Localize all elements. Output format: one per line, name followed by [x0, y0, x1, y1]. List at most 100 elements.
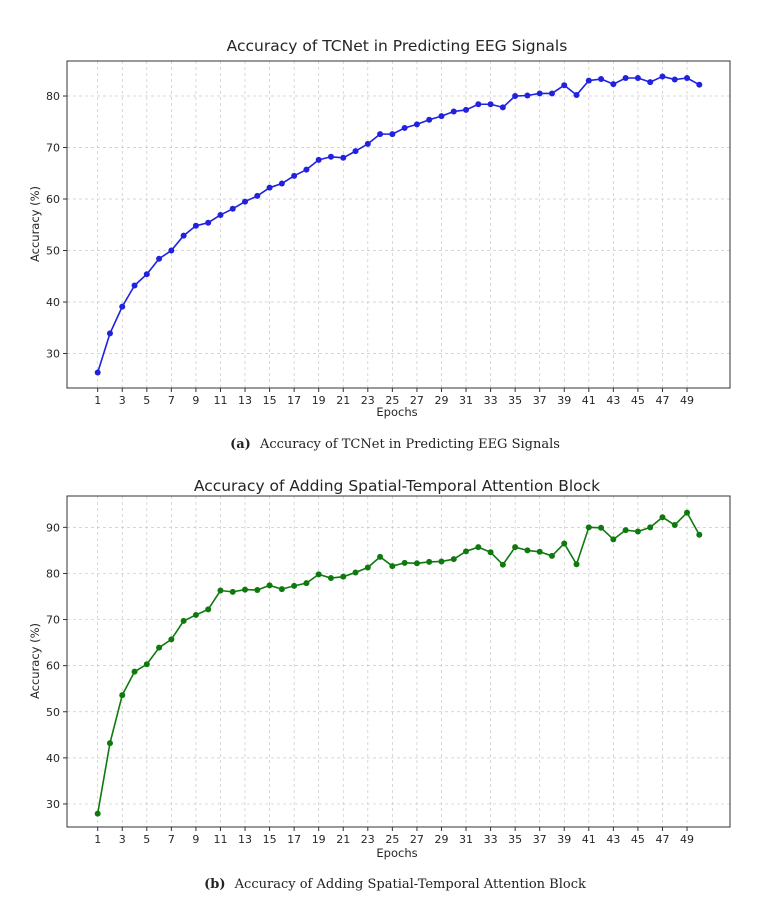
chart-a-data-point [684, 74, 691, 81]
chart-a-caption-text: Accuracy of TCNet in Predicting EEG Sign… [259, 437, 560, 452]
chart-a-x-tick-label: 9 [192, 394, 199, 407]
chart-a-data-point [340, 154, 347, 161]
chart-b-data-point [377, 553, 384, 560]
chart-b-data-point [119, 692, 126, 699]
chart-a-data-point [598, 76, 605, 83]
chart-b-title: Accuracy of Adding Spatial-Temporal Atte… [194, 477, 600, 495]
chart-a-y-tick-label: 60 [46, 193, 60, 206]
chart-b-data-point [585, 524, 592, 531]
chart-a-data-point [561, 82, 568, 89]
chart-b-data-point [647, 524, 654, 531]
chart-a-data-point [168, 247, 175, 254]
chart-a-data-point [94, 369, 101, 376]
chart-a-data-point [315, 156, 322, 163]
chart-b-data-point [512, 544, 519, 551]
chart-b-x-tick-label: 7 [168, 833, 175, 846]
chart-b-x-tick-label: 39 [557, 833, 571, 846]
chart-b-data-point [524, 547, 531, 554]
chart-a-data-point [217, 211, 224, 218]
chart-a-data-point [156, 255, 163, 262]
chart-b-data-point [254, 587, 261, 594]
chart-a-data-point [192, 222, 199, 229]
chart-a-title: Accuracy of TCNet in Predicting EEG Sign… [227, 37, 568, 55]
chart-b-data-point [180, 617, 187, 624]
chart-a-data-point [426, 116, 433, 123]
chart-a-y-tick-label: 30 [46, 348, 60, 361]
chart-a-x-tick-label: 17 [287, 394, 301, 407]
chart-a-data-point [229, 205, 236, 212]
chart-b-x-tick-label: 21 [336, 833, 350, 846]
chart-a-data-point [364, 140, 371, 147]
chart-a-data-point [106, 330, 113, 337]
chart-b-y-tick-label: 60 [46, 660, 60, 673]
chart-a-grid [67, 61, 730, 388]
chart-b-x-tick-label: 47 [655, 833, 669, 846]
chart-b-x-tick-label: 9 [192, 833, 199, 846]
chart-b-ticks: 1 3 5 7 9 11 13 15 17 19 21 23 25 27 29 31 33 35 37 39 41 43 4… [46, 521, 694, 846]
chart-b-data-point [413, 560, 420, 567]
chart-a-data-point [389, 131, 396, 138]
chart-a-data-point [303, 166, 310, 173]
chart-b-data-point [487, 549, 494, 556]
chart-b-data-point [352, 569, 359, 576]
chart-a-x-tick-label: 7 [168, 394, 175, 407]
chart-b-data-point [499, 561, 506, 568]
chart-b-data-point [536, 548, 543, 555]
chart-a-data-point [180, 232, 187, 239]
chart-b-x-tick-label: 19 [312, 833, 326, 846]
chart-a: Accuracy of TCNet in Predicting EEG Sign… [28, 37, 731, 452]
chart-b-data-point [217, 587, 224, 594]
chart-b-data-point [291, 582, 298, 589]
chart-a-data-point [622, 74, 629, 81]
chart-b-data-point [156, 644, 163, 651]
chart-b-x-tick-label: 23 [361, 833, 375, 846]
chart-a-plot [94, 73, 703, 376]
chart-a-x-tick-label: 33 [484, 394, 498, 407]
chart-a-data-point [524, 92, 531, 99]
chart-a-data-point [131, 282, 138, 289]
chart-a-data-point [254, 192, 261, 199]
chart-b-x-tick-label: 37 [533, 833, 547, 846]
chart-b-data-point [610, 536, 617, 543]
chart-a-data-point [548, 90, 555, 97]
chart-b-caption-text: Accuracy of Adding Spatial-Temporal Atte… [234, 877, 586, 892]
chart-a-y-axis-label: Accuracy (%) [28, 186, 42, 262]
chart-b-x-tick-label: 5 [143, 833, 150, 846]
chart-a-x-tick-label: 31 [459, 394, 473, 407]
chart-a-y-tick-label: 40 [46, 296, 60, 309]
chart-a-data-point [450, 108, 457, 115]
chart-b: Accuracy of Adding Spatial-Temporal Atte… [28, 477, 731, 892]
chart-a-data-point [413, 121, 420, 128]
chart-b-x-tick-label: 49 [680, 833, 694, 846]
chart-a-data-point [119, 303, 126, 310]
chart-b-x-tick-label: 33 [484, 833, 498, 846]
chart-b-data-point [266, 582, 273, 589]
chart-a-data-point [610, 81, 617, 88]
chart-b-data-point [438, 558, 445, 565]
chart-b-data-point [106, 740, 113, 747]
chart-a-x-tick-label: 1 [94, 394, 101, 407]
chart-a-data-point [573, 91, 580, 98]
chart-a-x-tick-label: 47 [655, 394, 669, 407]
chart-a-data-point [499, 104, 506, 111]
chart-b-y-tick-label: 30 [46, 798, 60, 811]
chart-a-plot-frame [66, 60, 731, 389]
chart-b-data-point [327, 575, 334, 582]
chart-b-x-tick-label: 15 [263, 833, 277, 846]
chart-b-data-point [389, 563, 396, 570]
chart-b-data-point [303, 580, 310, 587]
chart-a-data-point [143, 271, 150, 278]
chart-a-data-point [401, 124, 408, 131]
chart-b-data-point [561, 540, 568, 547]
chart-b-data-point [463, 548, 470, 555]
chart-a-data-point [266, 184, 273, 191]
chart-b-data-point [426, 558, 433, 565]
chart-b-x-tick-label: 43 [606, 833, 620, 846]
chart-a-data-point [634, 74, 641, 81]
chart-b-data-point [598, 524, 605, 531]
chart-b-data-point [659, 514, 666, 521]
chart-a-x-axis-label: Epochs [376, 405, 417, 419]
chart-b-data-point [229, 588, 236, 595]
chart-b-data-point [696, 531, 703, 538]
